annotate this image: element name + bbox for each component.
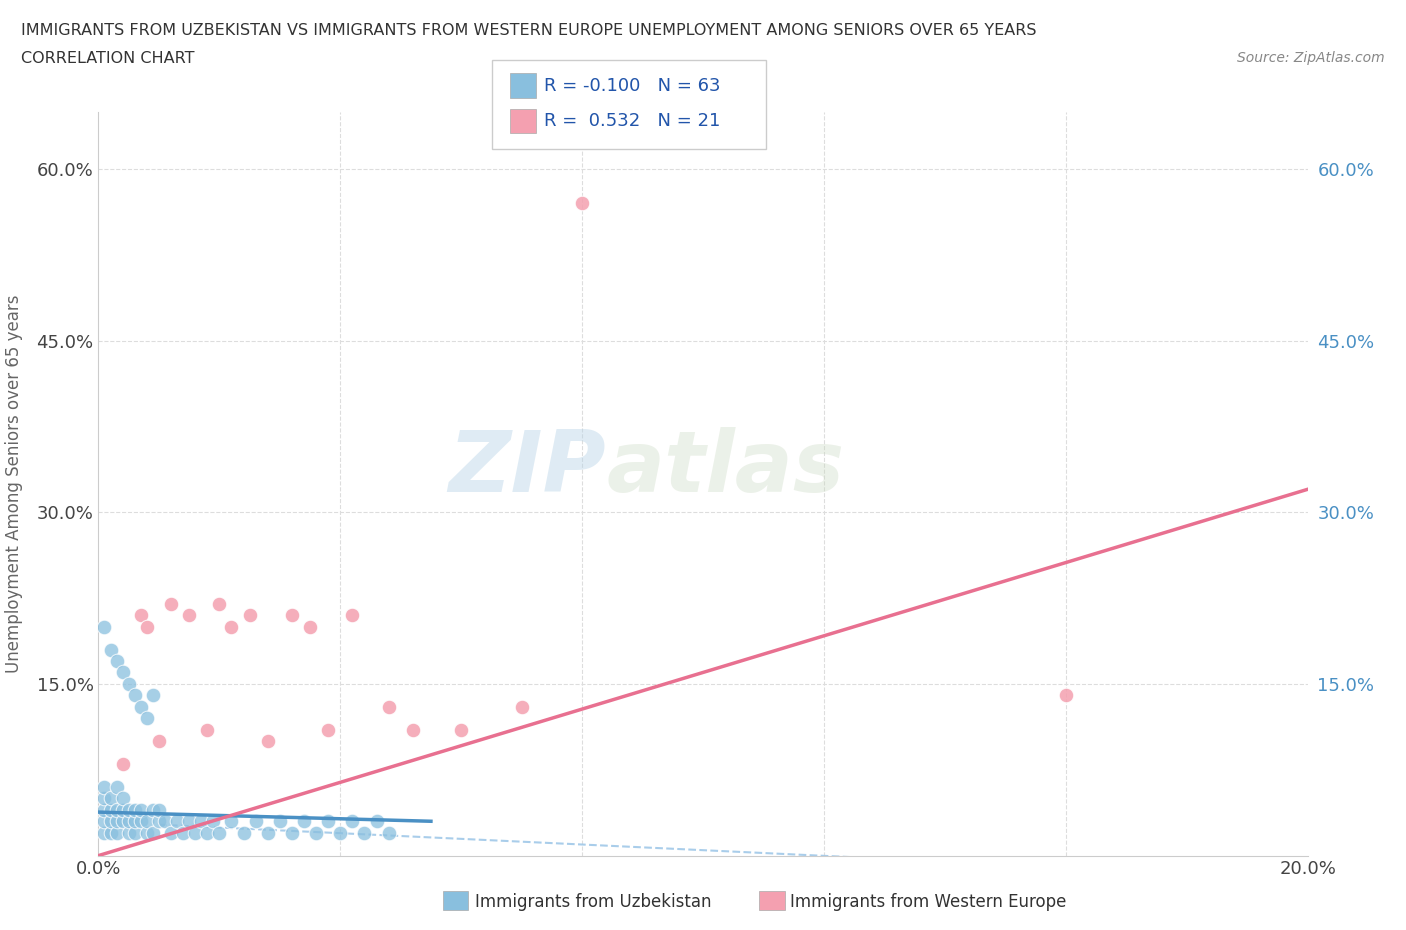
Point bbox=[93, 779, 115, 794]
Point bbox=[281, 825, 304, 840]
Point bbox=[111, 814, 134, 829]
Point bbox=[256, 734, 278, 749]
Point bbox=[135, 619, 157, 634]
Text: Source: ZipAtlas.com: Source: ZipAtlas.com bbox=[1237, 51, 1385, 65]
Point bbox=[148, 734, 170, 749]
Point bbox=[221, 619, 243, 634]
Point bbox=[184, 825, 207, 840]
Point bbox=[342, 608, 364, 623]
Point bbox=[93, 803, 115, 817]
Point bbox=[239, 608, 262, 623]
Point bbox=[105, 814, 128, 829]
Point bbox=[100, 814, 122, 829]
Point bbox=[111, 665, 134, 680]
Point bbox=[100, 803, 122, 817]
Text: R = -0.100   N = 63: R = -0.100 N = 63 bbox=[544, 76, 721, 95]
Point bbox=[366, 814, 388, 829]
Point bbox=[402, 723, 425, 737]
Point bbox=[292, 814, 315, 829]
Point bbox=[202, 814, 225, 829]
Point bbox=[245, 814, 267, 829]
Point bbox=[377, 825, 399, 840]
Point bbox=[124, 814, 146, 829]
Text: IMMIGRANTS FROM UZBEKISTAN VS IMMIGRANTS FROM WESTERN EUROPE UNEMPLOYMENT AMONG : IMMIGRANTS FROM UZBEKISTAN VS IMMIGRANTS… bbox=[21, 23, 1036, 38]
Point bbox=[118, 825, 141, 840]
Y-axis label: Unemployment Among Seniors over 65 years: Unemployment Among Seniors over 65 years bbox=[4, 295, 22, 672]
Point bbox=[166, 814, 188, 829]
Point bbox=[190, 814, 212, 829]
Point bbox=[148, 814, 170, 829]
Point bbox=[299, 619, 322, 634]
Point bbox=[571, 195, 593, 210]
Point bbox=[93, 790, 115, 805]
Point bbox=[142, 688, 165, 703]
Point bbox=[153, 814, 176, 829]
Point bbox=[129, 608, 152, 623]
Point bbox=[195, 825, 218, 840]
Point bbox=[142, 803, 165, 817]
Point bbox=[256, 825, 278, 840]
Point bbox=[135, 711, 157, 725]
Point bbox=[172, 825, 194, 840]
Point bbox=[111, 757, 134, 772]
Point bbox=[124, 688, 146, 703]
Point bbox=[105, 779, 128, 794]
Point bbox=[118, 814, 141, 829]
Point bbox=[100, 825, 122, 840]
Point bbox=[353, 825, 375, 840]
Text: CORRELATION CHART: CORRELATION CHART bbox=[21, 51, 194, 66]
Point bbox=[510, 699, 533, 714]
Point bbox=[111, 803, 134, 817]
Point bbox=[105, 803, 128, 817]
Point bbox=[118, 676, 141, 691]
Point bbox=[100, 642, 122, 657]
Text: ZIP: ZIP bbox=[449, 427, 606, 511]
Point bbox=[179, 814, 201, 829]
Point bbox=[450, 723, 472, 737]
Point bbox=[316, 723, 339, 737]
Point bbox=[118, 803, 141, 817]
Point bbox=[105, 825, 128, 840]
Point bbox=[195, 723, 218, 737]
Point bbox=[305, 825, 328, 840]
Point bbox=[1054, 688, 1077, 703]
Point bbox=[129, 803, 152, 817]
Text: Immigrants from Uzbekistan: Immigrants from Uzbekistan bbox=[475, 893, 711, 911]
Point bbox=[342, 814, 364, 829]
Point bbox=[221, 814, 243, 829]
Point bbox=[160, 596, 183, 611]
Point bbox=[377, 699, 399, 714]
Point bbox=[160, 825, 183, 840]
Point bbox=[111, 790, 134, 805]
Point bbox=[208, 596, 231, 611]
Point bbox=[135, 825, 157, 840]
Point bbox=[124, 825, 146, 840]
Point bbox=[93, 619, 115, 634]
Point bbox=[142, 825, 165, 840]
Point bbox=[129, 699, 152, 714]
Point bbox=[105, 654, 128, 669]
Point bbox=[93, 825, 115, 840]
Point bbox=[93, 814, 115, 829]
Point bbox=[179, 608, 201, 623]
Point bbox=[269, 814, 291, 829]
Text: R =  0.532   N = 21: R = 0.532 N = 21 bbox=[544, 112, 720, 130]
Point bbox=[232, 825, 254, 840]
Point bbox=[329, 825, 352, 840]
Text: Immigrants from Western Europe: Immigrants from Western Europe bbox=[790, 893, 1067, 911]
Text: atlas: atlas bbox=[606, 427, 845, 511]
Point bbox=[124, 803, 146, 817]
Point bbox=[135, 814, 157, 829]
Point bbox=[100, 790, 122, 805]
Point bbox=[129, 814, 152, 829]
Point bbox=[208, 825, 231, 840]
Point bbox=[316, 814, 339, 829]
Point bbox=[148, 803, 170, 817]
Point bbox=[281, 608, 304, 623]
